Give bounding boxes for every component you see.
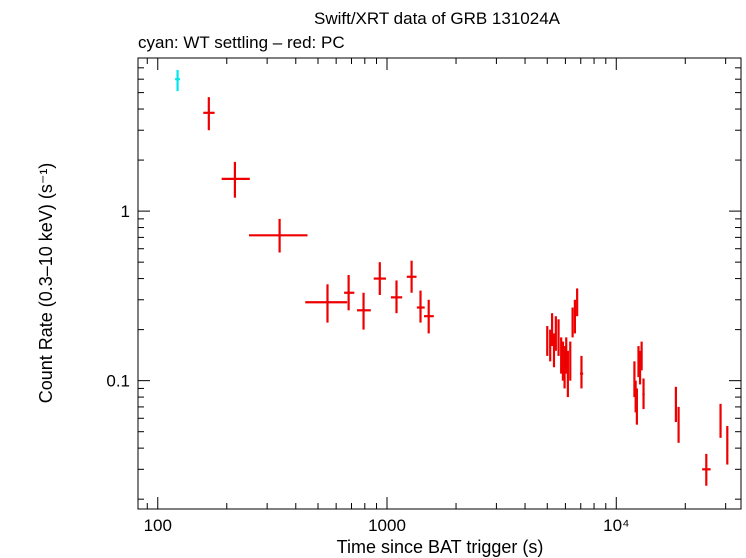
y-axis-label: Count Rate (0.3–10 keV) (s⁻¹): [36, 163, 56, 404]
data-point: [635, 388, 638, 425]
data-point: [546, 326, 549, 356]
chart-subtitle: cyan: WT settling – red: PC: [138, 33, 345, 52]
data-point: [719, 403, 722, 438]
data-point: [565, 337, 568, 374]
data-point: [549, 329, 552, 362]
data-point: [638, 350, 642, 385]
data-point: [677, 406, 680, 443]
data-points: [175, 69, 729, 486]
data-point: [640, 341, 643, 371]
x-tick-label: 100: [144, 516, 172, 535]
y-axis-tick-labels: 0.11: [106, 202, 130, 391]
data-point: [560, 337, 563, 374]
y-tick-label: 0.1: [106, 372, 130, 391]
y-axis-ticks: [138, 57, 741, 500]
data-point: [702, 453, 711, 486]
data-point: [726, 426, 729, 465]
data-point: [642, 378, 645, 410]
data-point: [674, 386, 677, 423]
x-axis-ticks: [146, 58, 727, 509]
data-point: [551, 313, 554, 347]
data-point: [373, 262, 387, 296]
data-point: [580, 355, 584, 389]
data-point: [357, 292, 371, 330]
data-point: [390, 280, 403, 314]
data-point: [557, 319, 560, 356]
data-point: [406, 260, 417, 293]
data-point: [344, 274, 355, 311]
data-point: [561, 341, 564, 381]
y-tick-label: 1: [121, 202, 130, 221]
x-axis-tick-labels: 100 1000 10⁴: [144, 516, 630, 535]
x-axis-label: Time since BAT trigger (s): [337, 537, 544, 557]
data-point: [573, 299, 577, 334]
data-point: [554, 316, 557, 351]
x-tick-label: 1000: [368, 516, 406, 535]
chart-title: Swift/XRT data of GRB 131024A: [314, 9, 561, 28]
data-point: [571, 307, 574, 338]
data-point: [203, 97, 215, 131]
data-point: [576, 288, 579, 317]
plot-frame: [137, 57, 742, 510]
data-point: [637, 346, 640, 378]
data-point: [563, 346, 566, 389]
data-point: [248, 218, 308, 253]
data-point: [566, 350, 569, 398]
x-tick-label: 10⁴: [603, 516, 629, 535]
data-point: [221, 161, 250, 198]
data-point: [416, 290, 425, 323]
data-point: [305, 284, 348, 323]
data-point: [175, 69, 180, 92]
data-point: [569, 341, 572, 381]
data-point: [424, 299, 434, 334]
data-point: [552, 333, 556, 368]
